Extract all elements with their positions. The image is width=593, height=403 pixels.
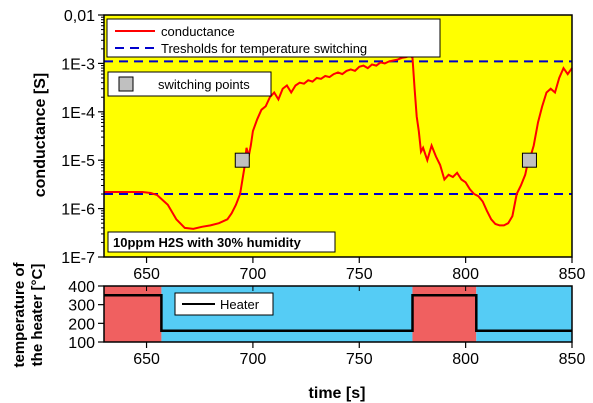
x-tick-label: 850 [559,266,586,283]
switching-point-marker [521,152,537,168]
y-tick-label: 1E-3 [61,56,95,73]
x-tick-label: 750 [346,351,373,368]
switching-points-label: switching points [158,77,250,92]
y-tick-label: 1E-6 [61,202,95,219]
heater-legend-box [174,292,274,316]
heater-axis-label-line1: temperature of [11,261,28,367]
y-tick-label: 0,01 [64,8,95,25]
switching-point-legend-marker [118,76,134,92]
gas-annotation: 10ppm H2S with 30% humidity [107,231,336,253]
heater-axis-label-line2: the heater [°C] [29,264,46,367]
threshold-lines [104,60,572,196]
annotation-box [107,231,336,253]
y-tick-label: 300 [68,298,95,315]
x-tick-label: 800 [452,266,479,283]
x-tick-label: 700 [240,351,267,368]
legend-box [106,18,441,58]
x-tick-label: 850 [559,351,586,368]
heater-plot-frame [103,285,573,343]
conductance-plot-frame [103,14,573,258]
y-tick-label: 1E-7 [61,250,95,267]
x-tick-label: 650 [133,351,160,368]
temperature-region [476,286,572,342]
switching-points-legend: switching points [107,71,272,97]
conductance-legend: conductance Tresholds for temperature sw… [106,18,441,58]
legend-threshold-label: Tresholds for temperature switching [161,41,367,56]
conductance-axis-label: conductance [S] [32,73,49,197]
switching-point-marker [234,152,250,168]
x-tick-label: 800 [452,351,479,368]
y-tick-label: 200 [68,316,95,333]
heater-temperature-regions [104,286,572,342]
y-tick-label: 400 [68,279,95,296]
switching-legend-box [107,71,272,97]
y-tick-label: 100 [68,335,95,352]
conductance-line [104,54,573,230]
heater-legend: Heater [174,292,274,316]
legend-conductance-label: conductance [161,24,235,39]
annotation-text: 10ppm H2S with 30% humidity [113,235,302,250]
x-tick-label: 700 [240,266,267,283]
x-tick-label: 750 [346,266,373,283]
heater-line [104,294,572,333]
y-tick-label: 1E-5 [61,153,95,170]
conductance-axis-ticks: 1E-7 1E-6 1E-5 1E-4 1E-3 0,01 650 700 750 800 850 [61,8,585,283]
y-tick-label: 1E-4 [61,105,95,122]
heater-legend-label: Heater [220,297,260,312]
time-axis-label: time [s] [309,385,366,402]
x-tick-label: 650 [133,266,160,283]
switching-point-markers [234,152,537,168]
